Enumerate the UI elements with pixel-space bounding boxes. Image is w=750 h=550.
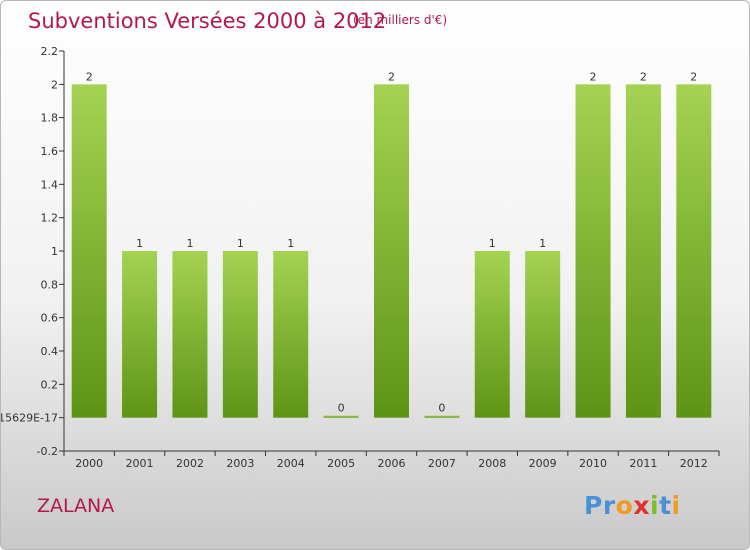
- data-label: 1: [186, 237, 193, 250]
- x-tick-label: 2012: [680, 457, 708, 470]
- bar-2006: [374, 84, 409, 418]
- x-tick-label: 2005: [327, 457, 355, 470]
- logo-letter: o: [615, 491, 634, 520]
- bar-2004: [273, 251, 309, 418]
- y-tick-label: 1.2: [41, 212, 59, 225]
- data-label: 1: [237, 237, 244, 250]
- chart-subtitle: (en milliers d'€): [353, 13, 448, 27]
- y-tick-label: 1.8: [41, 112, 59, 125]
- data-label: 1: [489, 237, 496, 250]
- x-tick-label: 2001: [126, 457, 154, 470]
- bar-2008: [474, 251, 510, 418]
- bar-2001: [122, 251, 158, 418]
- commune-name: ZALANA: [37, 495, 115, 517]
- y-tick-label: -1.15629E-17: [1, 412, 58, 425]
- logo-letter: x: [633, 491, 650, 520]
- y-tick-label: 0.6: [41, 312, 59, 325]
- bar-2000: [71, 84, 107, 418]
- logo-letter: t: [659, 491, 672, 520]
- proxiti-logo: Proxiti: [584, 491, 681, 520]
- y-tick-label: 0.2: [41, 378, 59, 391]
- bar-2003: [222, 251, 258, 418]
- bar-2005: [323, 415, 359, 418]
- data-label: 1: [136, 237, 143, 250]
- y-tick-label: 1.4: [41, 178, 59, 191]
- data-labels-group: 2 1 1 1 1 0 2 0 1 1 2 2 2: [86, 70, 698, 414]
- x-tick-label: 2006: [378, 457, 406, 470]
- data-label: 2: [86, 70, 93, 83]
- data-label: 1: [539, 237, 546, 250]
- bar-2007: [424, 415, 460, 418]
- y-tick-label: -0.2: [37, 445, 58, 458]
- x-tick-label: 2004: [277, 457, 305, 470]
- y-tick-label: 2.2: [41, 45, 59, 58]
- bar-2011: [625, 84, 661, 418]
- x-tick-label: 2007: [428, 457, 456, 470]
- data-label: 2: [640, 70, 647, 83]
- data-label: 2: [590, 70, 597, 83]
- data-label: 2: [388, 70, 395, 83]
- chart-title: Subventions Versées 2000 à 2012: [28, 9, 387, 33]
- y-tick-label: 1: [51, 245, 58, 258]
- x-axis: 2000 2001 2002 2003 2004 2005 2006 2007 2008 2009…: [63, 450, 720, 470]
- data-label: 0: [338, 402, 345, 415]
- bar-2010: [575, 84, 611, 418]
- x-tick-label: 2008: [478, 457, 506, 470]
- bar-2002: [172, 251, 208, 418]
- x-tick-label: 2000: [75, 457, 103, 470]
- y-tick-label: 2: [51, 78, 58, 91]
- x-tick-label: 2002: [176, 457, 204, 470]
- x-tick-label: 2011: [629, 457, 657, 470]
- y-tick-label: 0.4: [41, 345, 59, 358]
- x-tick-label: 2003: [226, 457, 254, 470]
- logo-letter: i: [650, 491, 660, 520]
- bar-2012: [676, 84, 712, 418]
- data-label: 2: [690, 70, 697, 83]
- logo-letter: r: [602, 491, 616, 520]
- y-tick-label: 0.8: [41, 278, 59, 291]
- y-tick-label: 1.6: [41, 145, 59, 158]
- logo-letter: P: [584, 491, 603, 520]
- data-label: 1: [287, 237, 294, 250]
- x-tick-label: 2009: [529, 457, 557, 470]
- y-axis: -0.2 -1.15629E-17 0.2 0.4 0.6 0.8 1 1.2 1.4 1.6 1.…: [1, 45, 65, 458]
- data-label: 0: [438, 402, 445, 415]
- bar-2009: [525, 251, 561, 418]
- bars-group: [71, 84, 712, 418]
- x-tick-label: 2010: [579, 457, 607, 470]
- logo-letter: i: [671, 491, 681, 520]
